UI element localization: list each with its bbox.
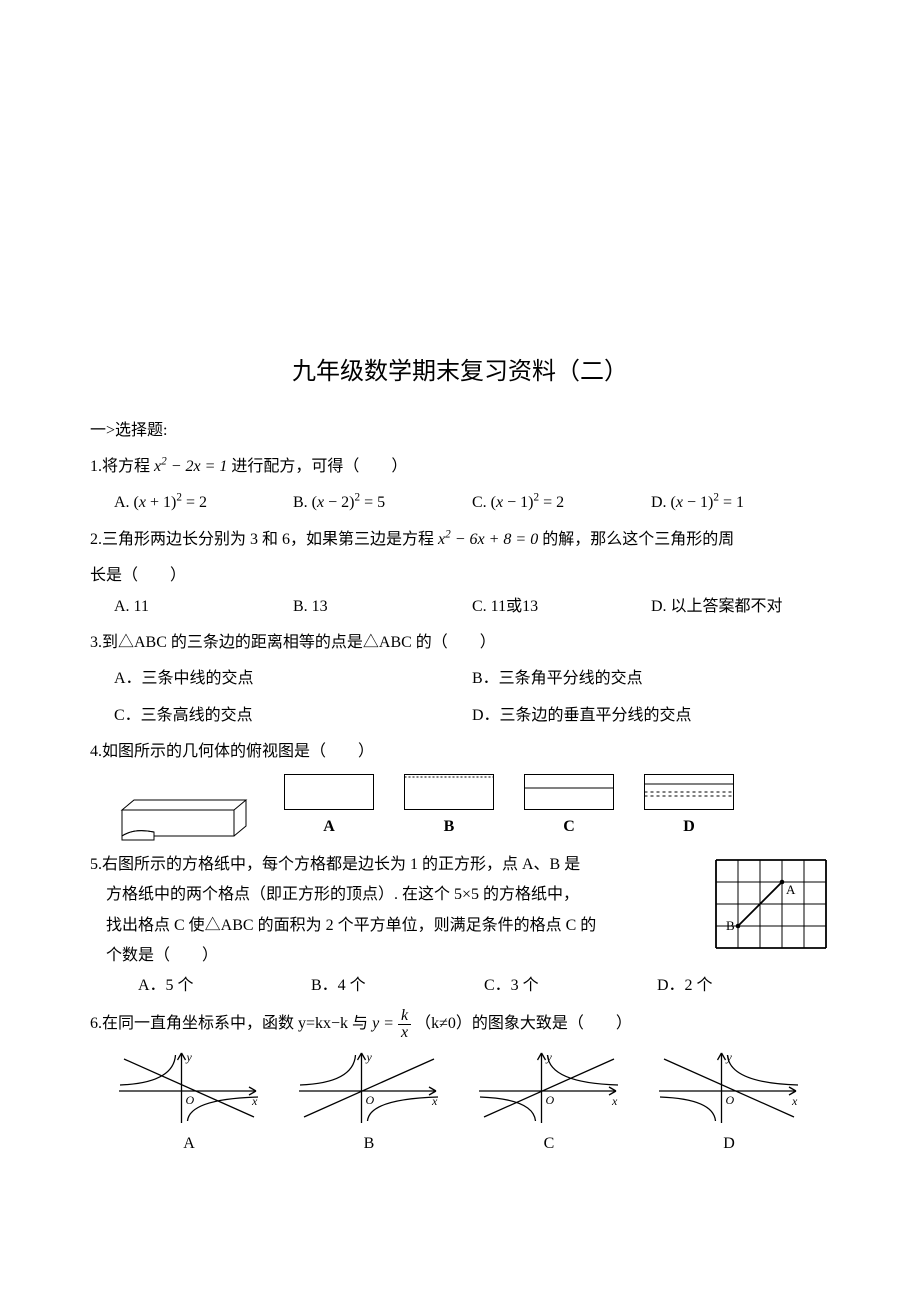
q1-expr: x2 − 2x = 1 [154, 458, 231, 475]
q2-opt-c: C. 11或13 [472, 592, 651, 622]
svg-text:x: x [791, 1094, 798, 1108]
svg-text:x: x [251, 1094, 258, 1108]
q5-line4: 个数是（ ） [106, 941, 694, 971]
q1-stem: 1.将方程 x2 − 2x = 1 进行配方，可得（ ） [90, 452, 830, 482]
q5-options: A．5 个 B．4 个 C．3 个 D．2 个 [138, 971, 830, 1001]
q3-options-row1: A．三条中线的交点 B．三条角平分线的交点 [114, 664, 830, 694]
q2-post: 的解，那么这个三角形的周 [542, 531, 734, 548]
q2-stem-line2: 长是（ ） [90, 561, 830, 591]
q6-opt-c-cell: yxO C [474, 1047, 624, 1159]
q4-opt-c-figure: C [524, 774, 614, 842]
q4-stem: 4.如图所示的几何体的俯视图是（ ） [90, 737, 830, 767]
q2-opt-d: D. 以上答案都不对 [651, 592, 830, 622]
q6-stem: 6.在同一直角坐标系中，函数 y=kx−k 与 y = kx （k≠0）的图象大… [90, 1008, 830, 1041]
q5-line2: 方格纸中的两个格点（即正方形的顶点）. 在这个 5×5 的方格纸中， [106, 880, 694, 910]
page-title: 九年级数学期末复习资料（二） [90, 350, 830, 396]
q6-post: （k≠0）的图象大致是（ ） [415, 1015, 632, 1032]
q2-expr: x2 − 6x + 8 = 0 [438, 531, 542, 548]
q3-opt-a: A．三条中线的交点 [114, 664, 472, 694]
q4-opt-d-label: D [644, 812, 734, 842]
svg-text:O: O [366, 1093, 375, 1107]
svg-text:B: B [726, 918, 735, 933]
q5-opt-d: D．2 个 [657, 971, 830, 1001]
q6-figure-row: y x O A y x O B y x O C y x O D [114, 1047, 830, 1159]
q4-opt-c-label: C [524, 812, 614, 842]
q1-options: A. (x + 1)2 = 2 B. (x − 2)2 = 5 C. (x − … [114, 488, 830, 518]
svg-text:A: A [786, 882, 796, 897]
q2-pre: 2.三角形两边长分别为 3 和 6，如果第三边是方程 [90, 531, 434, 548]
q6-opt-a-cell: y x O A [114, 1047, 264, 1159]
q5-grid-figure: AB [712, 856, 830, 963]
q5-line1: 5.右图所示的方格纸中，每个方格都是边长为 1 的正方形，点 A、B 是 [90, 850, 694, 880]
q2-opt-b: B. 13 [293, 592, 472, 622]
q2-options: A. 11 B. 13 C. 11或13 D. 以上答案都不对 [114, 592, 830, 622]
svg-text:O: O [726, 1093, 735, 1107]
q5-opt-b: B．4 个 [311, 971, 484, 1001]
q6-opt-b-label: B [364, 1129, 375, 1159]
q4-opt-b-label: B [404, 812, 494, 842]
q3-options-row2: C．三条高线的交点 D．三条边的垂直平分线的交点 [114, 701, 830, 731]
q5-opt-a: A．5 个 [138, 971, 311, 1001]
q6-opt-d-cell: yxO D [654, 1047, 804, 1159]
svg-text:y: y [366, 1050, 373, 1064]
q1-opt-c: C. (x − 1)2 = 2 [472, 488, 651, 518]
svg-text:O: O [186, 1093, 195, 1107]
q1-opt-a: A. (x + 1)2 = 2 [114, 488, 293, 518]
q2-opt-a: A. 11 [114, 592, 293, 622]
q6-frac: kx [398, 1008, 411, 1041]
q1-opt-b: B. (x − 2)2 = 5 [293, 488, 472, 518]
q6-opt-c-label: C [544, 1129, 555, 1159]
q4-solid-icon [114, 792, 254, 842]
svg-text:x: x [431, 1094, 438, 1108]
svg-text:y: y [186, 1050, 193, 1064]
q4-figure-row: A B C D [114, 774, 830, 842]
q1-post: 进行配方，可得（ ） [231, 458, 407, 475]
q4-opt-d-figure: D [644, 774, 734, 842]
q6-pre: 6.在同一直角坐标系中，函数 y=kx−k 与 [90, 1015, 368, 1032]
q6-opt-d-label: D [723, 1129, 735, 1159]
q6-opt-a-label: A [183, 1129, 195, 1159]
svg-text:O: O [546, 1093, 555, 1107]
q3-opt-b: B．三条角平分线的交点 [472, 664, 830, 694]
svg-text:x: x [611, 1094, 618, 1108]
section-heading: 一>选择题: [90, 416, 830, 446]
q3-stem: 3.到△ABC 的三条边的距离相等的点是△ABC 的（ ） [90, 628, 830, 658]
q1-opt-d: D. (x − 1)2 = 1 [651, 488, 830, 518]
q5-opt-c: C．3 个 [484, 971, 657, 1001]
q4-opt-b-figure: B [404, 774, 494, 842]
q3-opt-c: C．三条高线的交点 [114, 701, 472, 731]
q1-pre: 1.将方程 [90, 458, 150, 475]
q6-y-eq: y = [372, 1015, 398, 1032]
q4-opt-a-label: A [284, 812, 374, 842]
q5-block: 5.右图所示的方格纸中，每个方格都是边长为 1 的正方形，点 A、B 是 方格纸… [90, 850, 830, 972]
q5-line3: 找出格点 C 使△ABC 的面积为 2 个平方单位，则满足条件的格点 C 的 [106, 911, 694, 941]
q6-opt-b-cell: y x O B [294, 1047, 444, 1159]
q2-stem: 2.三角形两边长分别为 3 和 6，如果第三边是方程 x2 − 6x + 8 =… [90, 525, 830, 555]
q4-opt-a-figure: A [284, 774, 374, 842]
q3-opt-d: D．三条边的垂直平分线的交点 [472, 701, 830, 731]
